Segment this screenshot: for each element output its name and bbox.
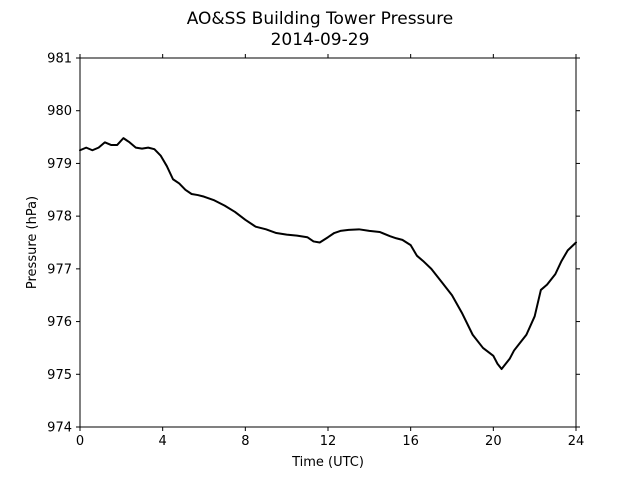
x-tick-label: 4 xyxy=(159,434,167,449)
chart-title: AO&SS Building Tower Pressure xyxy=(187,9,454,29)
x-tick-label: 12 xyxy=(320,434,337,449)
x-tick-label: 8 xyxy=(241,434,249,449)
axis-ticks: 0 4 8 12 16 20 24 974 975 976 977 978 979 980 981 xyxy=(47,52,584,450)
y-tick-label: 974 xyxy=(47,421,72,436)
data-series-group xyxy=(79,137,577,371)
y-tick-label: 976 xyxy=(47,315,72,330)
x-tick-label: 0 xyxy=(76,434,84,449)
plot-frame xyxy=(79,57,577,428)
y-tick-label: 979 xyxy=(47,157,72,172)
y-tick-label: 975 xyxy=(47,368,72,383)
y-axis-label: Pressure (hPa) xyxy=(25,196,40,289)
x-tick-label: 20 xyxy=(485,434,502,449)
y-tick-label: 978 xyxy=(47,210,72,225)
y-tick-label: 977 xyxy=(47,262,72,277)
chart-subtitle: 2014-09-29 xyxy=(271,30,370,50)
pressure-series-line xyxy=(79,137,577,371)
x-tick-label: 24 xyxy=(568,434,585,449)
x-tick-label: 16 xyxy=(402,434,419,449)
y-tick-label: 981 xyxy=(47,52,72,67)
x-axis-label: Time (UTC) xyxy=(291,455,364,470)
y-tick-label: 980 xyxy=(47,104,72,119)
